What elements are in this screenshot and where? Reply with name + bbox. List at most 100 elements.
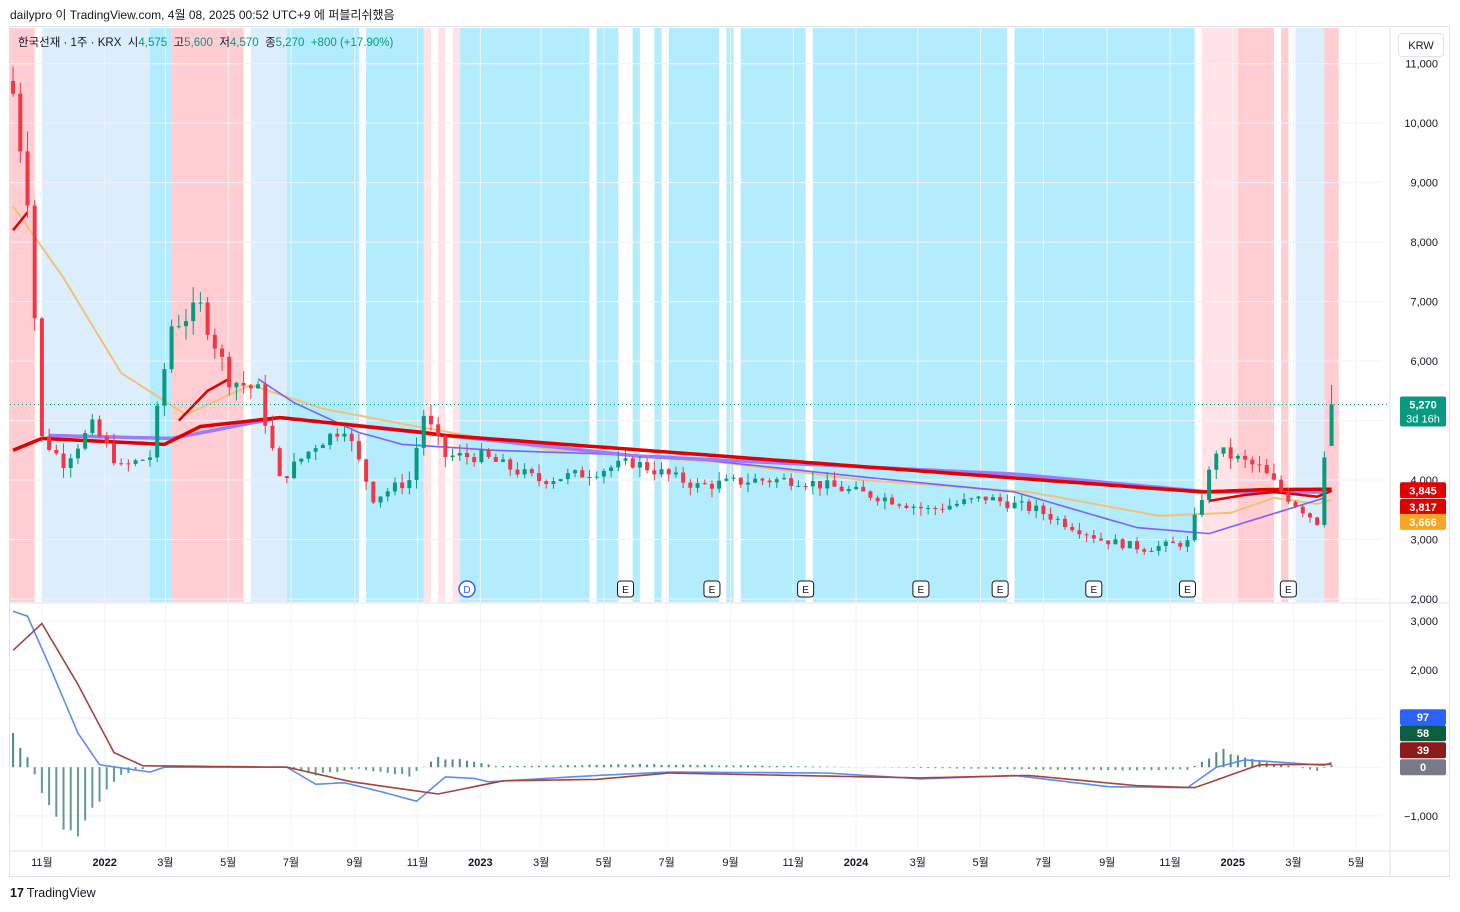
earnings-marker[interactable] — [912, 580, 930, 598]
ma-red-short-line — [177, 377, 230, 422]
candle-body — [652, 470, 657, 475]
candle-body — [796, 485, 801, 487]
candle-body — [544, 481, 549, 485]
macd-hist-badge-text: 97 — [1417, 712, 1429, 724]
candle-body — [428, 415, 433, 425]
time-tick-label: 2025 — [1221, 857, 1245, 869]
candle-body — [241, 382, 246, 386]
candle-body — [1070, 527, 1075, 531]
candle-body — [75, 448, 80, 459]
candle-body — [263, 384, 268, 426]
candle-body — [875, 497, 880, 502]
price-tick-label: 3,000 — [1410, 535, 1438, 547]
earnings-marker[interactable] — [1178, 580, 1196, 598]
earnings-marker[interactable] — [1085, 580, 1103, 598]
candle-body — [1163, 541, 1168, 546]
candle-body — [198, 302, 203, 304]
tradingview-logo[interactable]: 17 TradingView — [10, 886, 96, 900]
candle-body — [724, 478, 729, 481]
candle-body — [666, 469, 671, 475]
candle-body — [1171, 541, 1176, 544]
candle-body — [782, 478, 787, 480]
candle-body — [328, 433, 333, 445]
candle-body — [1106, 540, 1111, 545]
low-value: 4,570 — [229, 37, 259, 49]
macd-line-badge-text: 58 — [1417, 728, 1429, 740]
candle-body — [954, 503, 959, 506]
candle-body — [803, 485, 808, 487]
candle-body — [1322, 457, 1327, 525]
signal-band — [366, 28, 424, 602]
candle-body — [385, 491, 390, 497]
candles — [11, 66, 1334, 556]
candle-body — [897, 504, 902, 506]
candle-body — [1019, 501, 1024, 503]
candle-body — [681, 472, 686, 483]
time-tick-label: 5월 — [220, 856, 236, 869]
time-tick-label: 3월 — [910, 856, 926, 869]
candle-body — [400, 482, 405, 489]
ma-orange-badge — [1400, 513, 1446, 530]
candle-body — [342, 433, 347, 437]
ma-red-short-line — [1208, 489, 1333, 503]
candle-body — [147, 457, 152, 460]
candle-body — [184, 321, 189, 327]
candle-body — [940, 508, 945, 510]
candle-body — [767, 480, 772, 483]
earnings-marker[interactable] — [703, 580, 721, 598]
ma-red-2-badge — [1400, 498, 1446, 515]
low-label: 저 — [219, 37, 230, 49]
signal-band — [740, 28, 806, 602]
dividend-marker[interactable] — [458, 580, 476, 598]
candle-body — [1041, 505, 1046, 514]
price-tick-label: 11,000 — [1405, 59, 1438, 71]
candle-body — [364, 459, 369, 482]
time-tick-label: 2023 — [468, 857, 492, 869]
signal-band — [726, 28, 734, 602]
last-price-badge-countdown: 3d 16h — [1406, 414, 1440, 426]
ma-red-long-line — [12, 415, 1332, 494]
symbol-legend: 한국선재 · 1주 · KRX 시4,575 고5,600 저4,570 종5,… — [18, 34, 393, 50]
candle-body — [111, 443, 116, 464]
candle-body — [1091, 535, 1096, 539]
earnings-marker[interactable] — [616, 580, 634, 598]
earnings-marker[interactable] — [991, 580, 1009, 598]
ma-red-short-line — [12, 211, 29, 231]
candle-body — [119, 463, 124, 465]
symbol-name[interactable]: 한국선재 · 1주 · KRX — [18, 37, 122, 49]
candle-body — [1099, 538, 1104, 541]
candle-body — [904, 505, 909, 509]
earnings-marker[interactable] — [797, 580, 815, 598]
candle-body — [1156, 545, 1161, 551]
candle-body — [472, 457, 477, 463]
open-label: 시 — [127, 37, 139, 49]
time-tick-label: 7월 — [283, 856, 299, 869]
candle-body — [1307, 513, 1312, 518]
signal-band — [149, 28, 172, 602]
macd-hist-badge — [1400, 709, 1446, 726]
candle-body — [717, 480, 722, 489]
candle-body — [760, 478, 765, 481]
candle-body — [1243, 455, 1248, 460]
macd-pane — [12, 610, 1333, 837]
candle-body — [601, 470, 606, 477]
candle-body — [1062, 518, 1067, 528]
candle-body — [551, 481, 556, 485]
candle-body — [126, 463, 131, 465]
candle-body — [1185, 540, 1190, 547]
candle-body — [162, 369, 167, 406]
candle-body — [486, 449, 491, 457]
macd-signal-badge-text: 39 — [1417, 745, 1429, 757]
candle-body — [277, 448, 282, 477]
candle-body — [378, 496, 383, 503]
background-bands — [10, 28, 1339, 602]
earnings-marker[interactable] — [1279, 580, 1297, 598]
earnings-marker-label: E — [1184, 585, 1191, 596]
candle-body — [443, 435, 448, 458]
currency-button[interactable]: KRW — [1398, 33, 1444, 57]
candle-body — [450, 455, 455, 458]
candle-body — [414, 447, 419, 481]
signal-band — [423, 28, 431, 602]
